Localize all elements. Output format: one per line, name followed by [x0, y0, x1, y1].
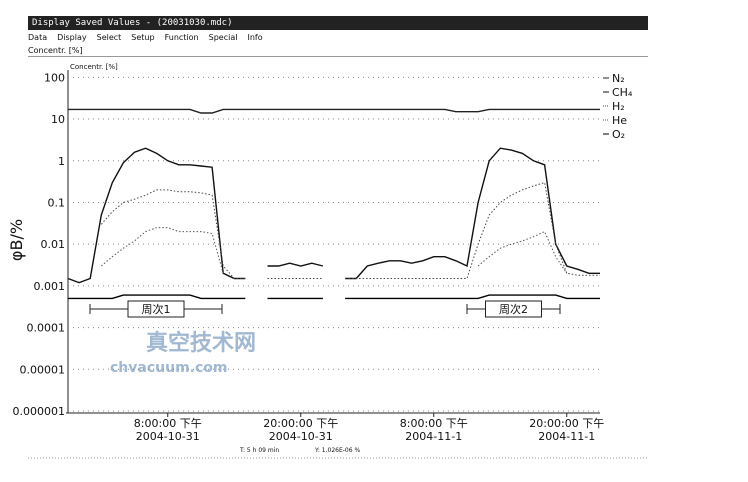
menu-item[interactable]: Display: [57, 33, 87, 42]
legend-label: O₂: [612, 128, 625, 141]
status-text: Y: 1.026E-06 %: [314, 447, 360, 454]
title-bar: Display Saved Values - (20031030.mdc): [28, 16, 648, 30]
x-tick-date: 2004-10-31: [269, 430, 333, 443]
legend-label: CH₄: [612, 86, 633, 99]
series-line: [100, 227, 568, 274]
annotation-box: [485, 300, 542, 318]
y-tick-label: 10: [51, 113, 65, 126]
toolbar-label: Concentr. [%]: [28, 46, 83, 55]
y-tick-label: 0.001: [34, 280, 66, 293]
x-tick-label: 8:00:00 下午: [400, 417, 468, 430]
series-line: [100, 181, 600, 279]
x-tick-date: 2004-10-31: [136, 430, 200, 443]
menu-bar: Data Display Select Setup Function Special Inf…: [28, 32, 648, 43]
series-line: [68, 108, 600, 114]
x-tick-label: 20:00:00 下午: [529, 417, 604, 430]
annotation: 周次1: [142, 302, 171, 316]
menu-item[interactable]: Special: [208, 33, 238, 42]
menu-item[interactable]: Select: [96, 33, 122, 42]
y-tick-label: 0.00001: [20, 363, 66, 376]
y-tick-label: 0.000001: [13, 405, 66, 418]
status-text: T: 5 h 09 min: [239, 447, 279, 454]
legend-label: He: [612, 114, 627, 127]
watermark-url: chvacuum.com: [110, 360, 227, 376]
y-tick-label: 100: [44, 71, 65, 84]
series-line: [67, 147, 600, 284]
axis-caption: Concentr. [%]: [70, 63, 118, 71]
series-line: [68, 294, 600, 300]
y-tick-label: 1: [58, 155, 65, 168]
legend-label: H₂: [612, 100, 625, 113]
y-tick-label: 0.01: [41, 238, 66, 251]
menu-item[interactable]: Function: [164, 33, 199, 42]
x-tick-label: 20:00:00 下午: [263, 417, 338, 430]
menu-item[interactable]: Info: [247, 33, 263, 42]
menu-item[interactable]: Data: [28, 33, 48, 42]
y-axis-label: φB/%: [7, 219, 26, 261]
toolbar: Concentr. [%]: [28, 45, 648, 57]
x-tick-date: 2004-11-1: [405, 430, 462, 443]
x-tick-date: 2004-11-1: [538, 430, 595, 443]
y-tick-label: 0.0001: [27, 322, 66, 335]
legend-label: N₂: [612, 72, 625, 85]
menu-item[interactable]: Setup: [131, 33, 155, 42]
annotation-box: [127, 300, 185, 318]
annotation: 周次2: [499, 302, 528, 316]
watermark: 真空技术网: [146, 330, 256, 356]
y-tick-label: 0.1: [48, 196, 66, 209]
x-tick-label: 8:00:00 下午: [134, 417, 202, 430]
